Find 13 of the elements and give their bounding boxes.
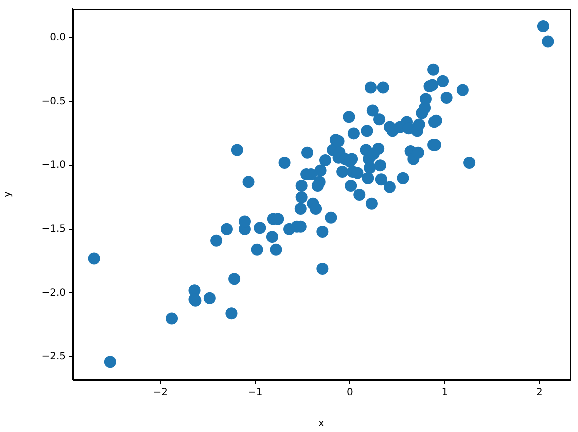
y-tick-label: −0.5: [42, 96, 66, 108]
y-axis-title: y: [2, 191, 14, 198]
y-tick-label: −2.5: [42, 352, 66, 363]
x-tick-label: 1: [442, 388, 448, 399]
x-tick-label: −1: [248, 388, 263, 399]
x-tick-label: 0: [346, 388, 354, 399]
x-tick-label: −2: [153, 388, 168, 399]
y-tick-label: −1.0: [42, 160, 66, 172]
x-tick-label: 2: [536, 388, 543, 399]
y-tick-label: 0.0: [50, 32, 66, 44]
y-tick-label: −2.0: [42, 288, 66, 299]
x-axis-title: x: [318, 418, 325, 430]
y-tick-label: −1.5: [42, 224, 66, 235]
